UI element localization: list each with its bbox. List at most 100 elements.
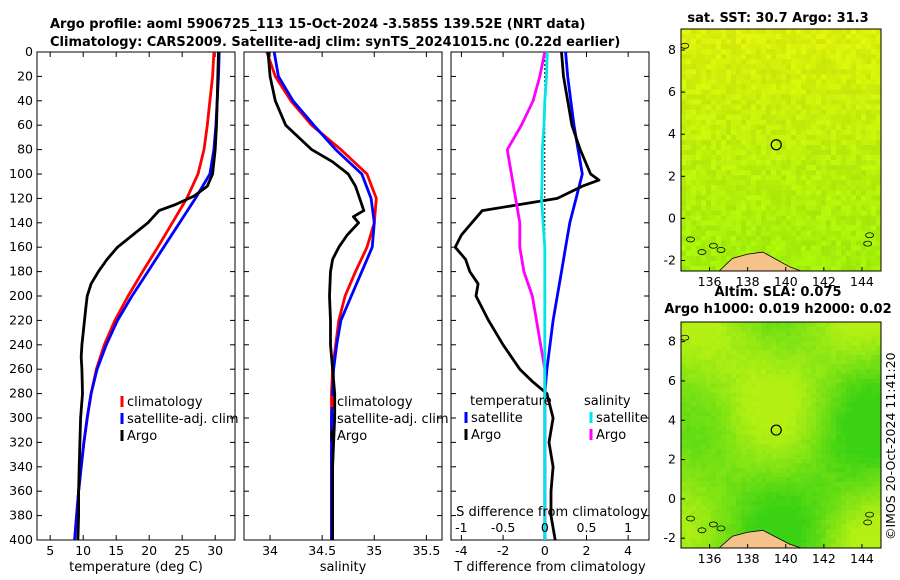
map-cell (711, 210, 717, 216)
map-cell (681, 439, 687, 445)
map-cell (841, 345, 847, 351)
map-cell (796, 345, 802, 351)
map-cell (796, 190, 802, 196)
map-cell (846, 538, 852, 544)
map-cell (761, 210, 767, 216)
map-cell (821, 134, 827, 141)
map-cell (726, 255, 732, 262)
map-cell (836, 150, 842, 156)
map-cell (751, 109, 757, 116)
map-cell (696, 245, 702, 252)
map-cell (871, 439, 877, 445)
map-cell (706, 515, 712, 521)
map-cell (736, 195, 742, 201)
map-cell (791, 383, 797, 389)
map-cell (851, 175, 857, 181)
map-cell (806, 467, 812, 473)
map-cell (841, 44, 847, 50)
map-cell (751, 165, 757, 171)
y-tick-label: 240 (9, 337, 33, 352)
map-cell (746, 515, 752, 521)
map-cell (691, 430, 697, 436)
map-cell (696, 500, 702, 506)
map-cell (681, 467, 687, 473)
map-cell (706, 89, 712, 95)
map-cell (731, 519, 737, 525)
map-cell (866, 331, 872, 337)
map-cell (826, 134, 832, 141)
map-cell (721, 340, 727, 346)
map-y-tick-label: 4 (668, 126, 676, 141)
map-cell (846, 124, 852, 131)
map-cell (866, 529, 872, 535)
map-cell (851, 79, 857, 85)
map-cell (791, 64, 797, 70)
map-cell (866, 114, 872, 121)
series-t-argo (453, 52, 601, 540)
map-cell (766, 69, 772, 75)
map-cell (791, 533, 797, 539)
map-cell (776, 336, 782, 342)
map-cell (871, 538, 877, 544)
map-cell (721, 364, 727, 370)
map-cell (806, 160, 812, 166)
map-cell (706, 322, 712, 328)
map-cell (741, 94, 747, 100)
map-cell (861, 538, 867, 544)
map-cell (871, 114, 877, 121)
map-cell (831, 467, 837, 473)
map-cell (856, 472, 862, 478)
map-cell (681, 139, 687, 146)
map-cell (786, 124, 792, 131)
map-cell (721, 195, 727, 201)
map-cell (721, 89, 727, 95)
map-cell (806, 64, 812, 70)
map-cell (801, 533, 807, 539)
map-cell (761, 34, 767, 40)
map-cell (846, 463, 852, 469)
map-cell (691, 350, 697, 356)
map-cell (701, 378, 707, 384)
map-cell (706, 215, 712, 221)
map-cell (811, 486, 817, 492)
map-cell (801, 406, 807, 412)
map-cell (706, 406, 712, 412)
map-cell (796, 500, 802, 506)
map-cell (851, 425, 857, 431)
map-cell (701, 519, 707, 525)
map-cell (761, 39, 767, 45)
map-cell (786, 449, 792, 455)
map-cell (761, 89, 767, 95)
map-cell (791, 326, 797, 332)
map-cell (856, 383, 862, 389)
map-cell (691, 89, 697, 95)
map-cell (686, 378, 692, 384)
map-cell (821, 336, 827, 342)
map-cell (816, 139, 822, 146)
map-cell (711, 420, 717, 426)
map-cell (741, 496, 747, 502)
map-cell (716, 235, 722, 242)
series-argo (266, 52, 366, 540)
map-cell (841, 165, 847, 171)
map-cell (701, 69, 707, 75)
map-cell (796, 195, 802, 201)
map-cell (691, 94, 697, 100)
map-cell (756, 416, 762, 422)
map-cell (731, 416, 737, 422)
x-tick-label: 10 (75, 543, 91, 558)
map-cell (861, 160, 867, 166)
map-cell (806, 458, 812, 464)
map-cell (876, 109, 881, 116)
map-cell (716, 144, 722, 151)
map-cell (721, 144, 727, 151)
map-cell (836, 373, 842, 379)
map-cell (771, 144, 777, 151)
map-cell (691, 44, 697, 50)
x-axis-label: temperature (deg C) (69, 560, 203, 575)
map-cell (736, 39, 742, 45)
map-cell (856, 435, 862, 441)
map-cell (711, 139, 717, 146)
map-cell (751, 104, 757, 110)
map-cell (706, 510, 712, 516)
